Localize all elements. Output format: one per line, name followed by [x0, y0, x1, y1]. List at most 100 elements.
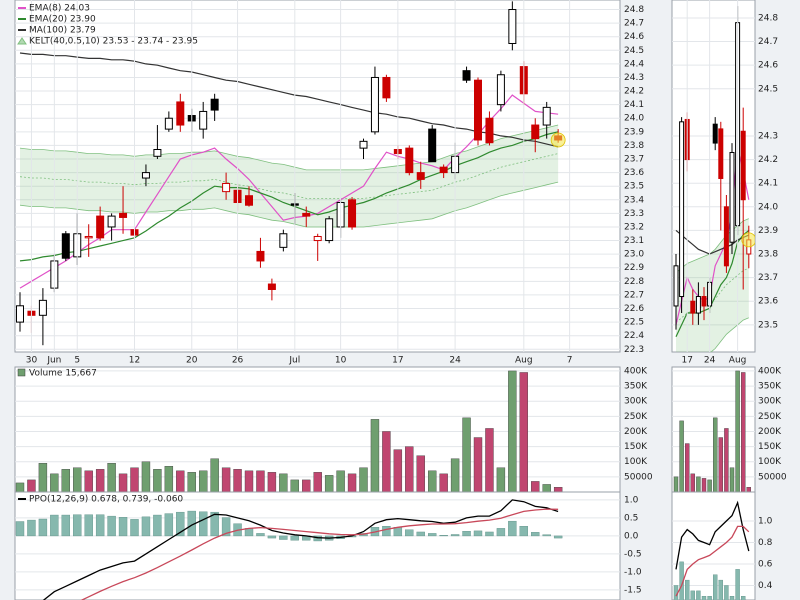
y-tick-label: 200K — [758, 427, 782, 437]
y-tick-label: 50000 — [624, 472, 653, 482]
y-tick-label: 0.8 — [758, 538, 773, 548]
y-tick-label: 23.8 — [758, 250, 778, 260]
volume-bar — [462, 417, 471, 492]
y-tick-label: 24.1 — [624, 100, 644, 110]
volume-bar — [347, 473, 357, 492]
volume-bar — [256, 470, 265, 492]
oscillator-title: PPO(12,26,9) 0.678, 0.739, -0.060 — [29, 495, 183, 505]
volume-bar — [84, 470, 93, 492]
histogram-bar — [61, 514, 70, 537]
volume-bar — [210, 458, 219, 492]
histogram-bar — [141, 516, 151, 537]
last-price-highlight — [550, 132, 566, 148]
histogram-bar — [50, 514, 59, 537]
y-tick-label: 23.0 — [624, 250, 644, 260]
volume-bar — [473, 437, 483, 492]
panel-frame — [14, 491, 621, 600]
volume-bar — [130, 467, 139, 492]
histogram-bar — [729, 596, 735, 600]
volume-bar — [450, 458, 460, 492]
candle-body — [428, 128, 437, 163]
histogram-bar — [382, 526, 391, 537]
price-layer — [15, 1, 620, 350]
keltner-fill — [20, 125, 559, 227]
volume-bar — [313, 472, 322, 492]
histogram-bar — [741, 596, 746, 600]
histogram-bar — [84, 514, 93, 537]
candle-body — [416, 172, 425, 180]
histogram-bar — [713, 574, 718, 600]
volume-bar — [673, 476, 679, 492]
y-tick-label: 100K — [624, 457, 648, 467]
y-tick-label: 23.7 — [624, 155, 644, 165]
y-tick-label: 23.8 — [624, 141, 644, 151]
volume-bar — [221, 467, 231, 492]
vol-layer — [15, 370, 620, 492]
candle-body — [199, 110, 208, 130]
x-tick-label: 20 — [186, 356, 198, 366]
y-tick-label: 24.0 — [758, 202, 778, 212]
volume-bar — [302, 479, 311, 492]
keltner-lower — [19, 181, 559, 228]
candle-body — [119, 212, 128, 218]
candle-body — [313, 235, 322, 242]
y-tick-label: 24.7 — [624, 19, 644, 29]
volume-bar — [198, 470, 208, 492]
histogram-bar — [462, 531, 471, 537]
candle-body — [222, 182, 231, 193]
candle-body — [370, 76, 379, 133]
volume-bar — [279, 473, 288, 492]
keltner-upper — [675, 218, 749, 274]
candle-body — [405, 147, 414, 174]
histogram-bar — [153, 514, 162, 537]
candle-body — [695, 296, 701, 314]
volume-bar — [370, 419, 380, 492]
candle-body — [542, 106, 551, 126]
histogram-bar — [267, 535, 277, 539]
volume-bar — [416, 455, 425, 492]
volume-bar — [685, 443, 690, 492]
x-tick-label: Aug — [515, 356, 533, 366]
volume-bar — [267, 472, 277, 492]
histogram-bar — [735, 569, 740, 600]
candle-body — [690, 300, 696, 314]
histogram-bar — [685, 579, 690, 600]
candle-body — [279, 233, 288, 248]
y-tick-label: 300K — [624, 397, 648, 407]
keltner-middle — [675, 267, 749, 323]
y-tick-label: 23.9 — [624, 127, 644, 137]
legend-label: KELT(40,0.5,10) 23.53 - 23.74 - 23.95 — [29, 37, 198, 47]
histogram-bar — [439, 535, 448, 537]
y-tick-label: 24.3 — [624, 73, 644, 83]
y-tick-label: 24.0 — [624, 114, 644, 124]
candle-body — [729, 152, 735, 243]
y-tick-label: 24.1 — [758, 179, 778, 189]
volume-bar — [696, 476, 701, 492]
x-tick-label: Jun — [46, 356, 61, 366]
volume-bar — [690, 473, 695, 492]
overlay-line — [19, 94, 559, 289]
candle-body — [723, 206, 729, 267]
volume-bar — [118, 473, 128, 492]
volume-bar — [290, 479, 299, 492]
keltner-fill — [676, 218, 749, 352]
y-tick-label: 23.5 — [758, 320, 778, 330]
legend-label: EMA(8) 24.03 — [29, 4, 90, 14]
histogram-bar — [130, 519, 139, 537]
histogram-bar — [724, 585, 729, 600]
volume-bar — [187, 472, 196, 492]
y-tick-label: 24.5 — [758, 84, 778, 94]
overlay-line — [675, 229, 750, 337]
candle-body — [701, 296, 707, 307]
x-tick-label: 24 — [449, 356, 461, 366]
histogram-bar — [164, 513, 174, 537]
candle-body — [16, 305, 24, 323]
candle-body — [382, 76, 391, 99]
candle-body — [256, 250, 265, 262]
volume-bar — [746, 487, 751, 492]
y-tick-label: 400K — [758, 366, 782, 376]
candle-body — [302, 212, 311, 217]
y-tick-label: 0.0 — [624, 531, 639, 541]
x-tick-label: Jul — [288, 356, 300, 366]
volume-bar — [531, 481, 540, 492]
